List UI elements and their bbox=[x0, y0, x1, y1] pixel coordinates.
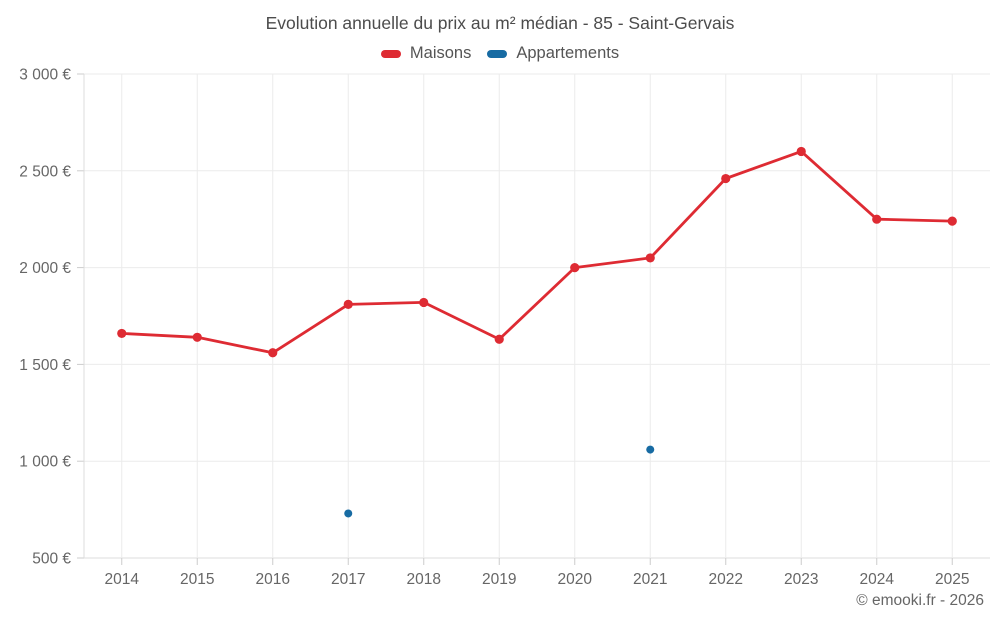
legend-label-maisons: Maisons bbox=[409, 44, 472, 62]
data-point-appartements-2017[interactable] bbox=[344, 509, 353, 518]
footer-credit: © emooki.fr - 2026 bbox=[856, 592, 984, 609]
x-axis-tick-label: 2021 bbox=[633, 571, 667, 588]
data-point-appartements-2021[interactable] bbox=[646, 445, 655, 454]
data-point-maisons-2014[interactable] bbox=[117, 328, 127, 339]
y-axis-tick-label: 1 500 € bbox=[19, 357, 71, 374]
y-axis-tick-label: 1 000 € bbox=[19, 454, 71, 471]
legend-item-maisons[interactable]: Maisons bbox=[380, 44, 472, 63]
data-point-maisons-2022[interactable] bbox=[721, 173, 731, 184]
x-axis-tick-label: 2025 bbox=[935, 571, 969, 588]
x-axis-tick-label: 2020 bbox=[558, 571, 593, 588]
data-point-maisons-2016[interactable] bbox=[268, 348, 278, 358]
x-axis-tick-label: 2017 bbox=[331, 571, 365, 588]
x-axis-tick-label: 2015 bbox=[180, 571, 214, 588]
x-axis-tick-label: 2022 bbox=[709, 571, 743, 588]
appartements-swatch-icon bbox=[487, 49, 508, 58]
chart-legend: Maisons Appartements bbox=[0, 44, 1000, 63]
data-point-maisons-2018[interactable] bbox=[419, 297, 429, 308]
data-point-maisons-2019[interactable] bbox=[494, 334, 504, 344]
x-axis-tick-label: 2016 bbox=[256, 571, 290, 588]
maisons-swatch-icon bbox=[380, 49, 401, 58]
data-point-maisons-2023[interactable] bbox=[796, 146, 806, 157]
x-axis-tick-label: 2024 bbox=[860, 571, 895, 588]
data-point-maisons-2025[interactable] bbox=[947, 216, 957, 226]
x-axis-tick-label: 2019 bbox=[482, 571, 516, 588]
chart-title: Evolution annuelle du prix au m² médian … bbox=[265, 13, 735, 33]
data-point-maisons-2024[interactable] bbox=[872, 214, 882, 224]
data-point-maisons-2020[interactable] bbox=[570, 263, 580, 273]
x-axis-tick-label: 2014 bbox=[105, 571, 140, 588]
legend-label-appartements: Appartements bbox=[516, 44, 620, 62]
y-axis-tick-label: 500 € bbox=[32, 551, 71, 568]
x-axis-tick-label: 2018 bbox=[407, 571, 441, 588]
legend-item-appartements[interactable]: Appartements bbox=[487, 44, 619, 63]
y-axis-tick-label: 2 500 € bbox=[19, 163, 71, 180]
series-line-maisons bbox=[120, 150, 954, 355]
x-axis-tick-label: 2023 bbox=[784, 571, 818, 588]
y-axis-tick-label: 2 000 € bbox=[19, 260, 71, 277]
data-point-maisons-2017[interactable] bbox=[343, 299, 353, 309]
data-point-maisons-2021[interactable] bbox=[645, 253, 655, 263]
data-point-maisons-2015[interactable] bbox=[192, 332, 202, 342]
y-axis-tick-label: 3 000 € bbox=[19, 67, 71, 84]
